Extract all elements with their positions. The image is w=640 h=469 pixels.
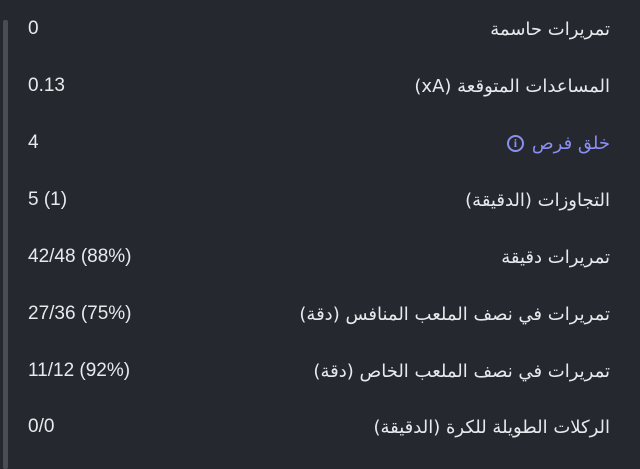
stat-row-dribbles: 5 (1) التجاوزات (الدقيقة) xyxy=(28,185,610,215)
stat-label: تمريرات في نصف الملعب المنافس (دقة) xyxy=(299,303,610,325)
stat-value: 27/36 (75%) xyxy=(28,303,132,324)
stat-value: 0 xyxy=(28,18,39,39)
stat-row-chances-created: 4 خلق فرص i xyxy=(28,128,610,158)
stat-label: الركلات الطويلة للكرة (الدقيقة) xyxy=(373,416,610,438)
stat-value: 0/0 xyxy=(28,416,55,437)
stat-label: خلق فرص xyxy=(531,132,610,154)
stat-label: المساعدات المتوقعة (xA) xyxy=(414,75,610,97)
stat-row-key-passes: 0 تمريرات حاسمة xyxy=(28,14,610,44)
stat-value: 11/12 (92%) xyxy=(28,360,131,381)
stat-value: 0.13 xyxy=(28,75,65,96)
stat-row-opp-half-passes: 27/36 (75%) تمريرات في نصف الملعب المناف… xyxy=(28,299,610,329)
stat-label: تمريرات دقيقة xyxy=(501,246,610,268)
stat-row-own-half-passes: 11/12 (92%) تمريرات في نصف الملعب الخاص … xyxy=(28,356,610,386)
stat-row-accurate-passes: 42/48 (88%) تمريرات دقيقة xyxy=(28,242,610,272)
chances-created-link[interactable]: خلق فرص i xyxy=(506,132,610,154)
stat-value: 42/48 (88%) xyxy=(28,246,132,267)
stat-value: 5 (1) xyxy=(28,189,68,210)
stat-label: تمريرات حاسمة xyxy=(490,18,610,40)
scrollbar[interactable] xyxy=(3,20,8,469)
stat-row-xa: 0.13 المساعدات المتوقعة (xA) xyxy=(28,71,610,101)
stat-value: 4 xyxy=(28,132,39,153)
stat-label: التجاوزات (الدقيقة) xyxy=(465,189,610,211)
stat-label: تمريرات في نصف الملعب الخاص (دقة) xyxy=(313,360,610,382)
stat-row-long-balls: 0/0 الركلات الطويلة للكرة (الدقيقة) xyxy=(28,412,610,442)
info-icon[interactable]: i xyxy=(506,134,524,152)
